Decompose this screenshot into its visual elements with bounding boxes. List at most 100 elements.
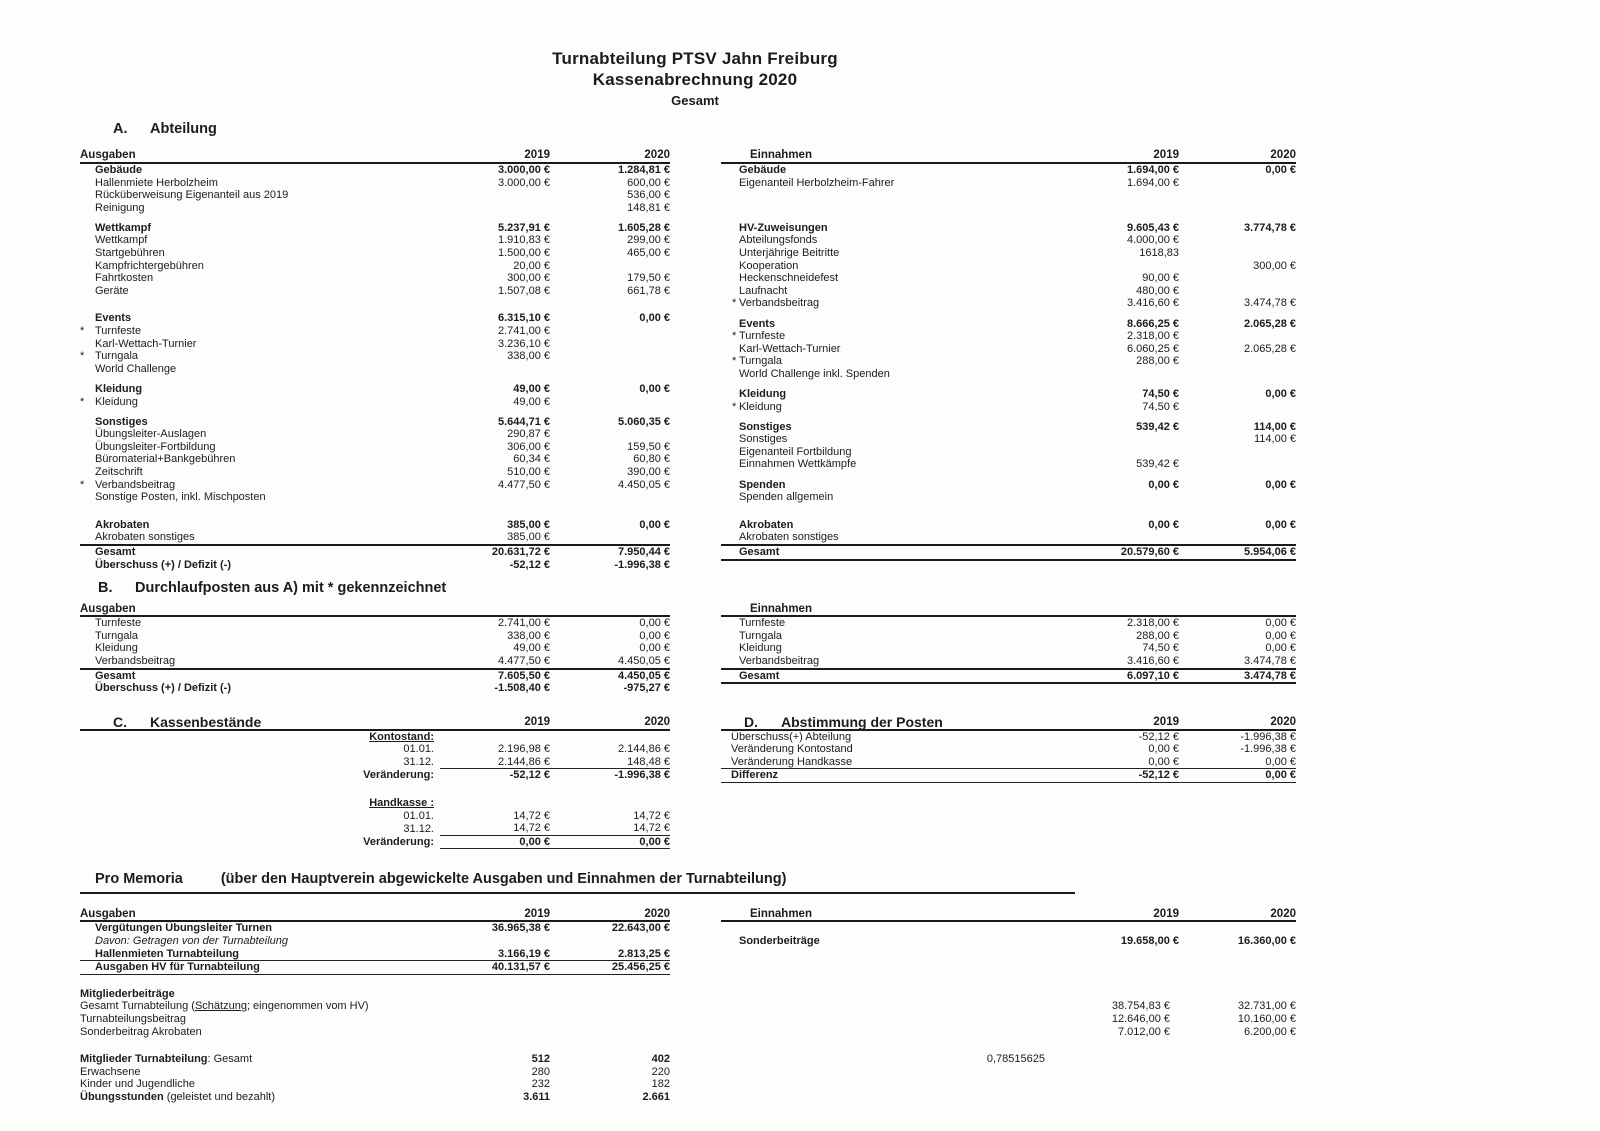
cell-label: Ausgaben HV für Turnabteilung <box>95 960 440 975</box>
cell-v2 <box>1179 491 1296 504</box>
cell-l1 <box>440 988 550 1001</box>
cell-label: Übungsleiter-Fortbildung <box>95 440 216 453</box>
cell-v1: 2.144,86 € <box>440 755 550 770</box>
table-row: Gesamt 7.605,50 €4.450,05 € <box>80 667 670 683</box>
table-row: Ausgaben HV für Turnabteilung 40.131,57 €… <box>80 960 670 975</box>
table-row: Überschuss(+) Abteilung -52,12 € -1.996,38… <box>721 730 1296 744</box>
star-gutter <box>721 616 739 630</box>
cell-v2 <box>1179 355 1296 368</box>
cell-r2 <box>1170 988 1296 1001</box>
spacer-row <box>721 471 1296 479</box>
star-gutter <box>80 466 95 479</box>
star-gutter <box>80 260 95 273</box>
table-row: Gebäude 1.694,00 € 0,00 € <box>721 163 1296 177</box>
cell-v1 <box>440 408 550 416</box>
cell-v2: 114,00 € <box>1253 420 1296 433</box>
cell-v2: 536,00 € <box>627 189 670 202</box>
star-gutter <box>80 935 95 948</box>
cell-v2: 14,72 € <box>633 809 670 822</box>
column-header-2019: 2019 <box>440 903 550 923</box>
cell-v1: 49,00 € <box>513 382 550 395</box>
star-gutter <box>721 368 739 381</box>
cell-v2: 465,00 € <box>627 247 670 260</box>
cell-v1 <box>1066 433 1179 446</box>
cell-label: Differenz <box>721 768 1066 784</box>
table-row: Karl-Wettach-Turnier 6.060,25 € 2.065,28 € <box>721 343 1296 356</box>
cell-l2 <box>550 1013 670 1026</box>
table-row: Gesamt 20.631,72 €7.950,44 € <box>80 543 670 559</box>
cell-label: Einnahmen Wettkämpfe <box>739 458 857 471</box>
cell-r1 <box>1045 988 1170 1001</box>
table-row: Überschuss (+) / Defizit (-) -52,12 € -1.9… <box>80 559 670 572</box>
table-row: Sonstiges 5.644,71 € 5.060,35 € <box>80 416 670 429</box>
table-row: Heckenschneidefest 90,00 € <box>721 272 1296 285</box>
cell-l1 <box>440 1026 550 1039</box>
cell-v1 <box>440 189 550 202</box>
cell-v2: 0,00 € <box>1265 518 1296 531</box>
pro-memoria-tables: Ausgaben 2019 2020 Vergütungen Übungslei… <box>80 903 1298 975</box>
star-gutter <box>80 630 95 643</box>
cell-v1: 3.000,00 € <box>498 176 550 189</box>
cell-l1 <box>440 1046 550 1054</box>
cell-label <box>95 408 440 416</box>
table-row: Turngala 338,00 € 0,00 € <box>80 630 670 643</box>
cell-v1: 49,00 € <box>513 642 550 655</box>
cell-v1 <box>440 297 550 305</box>
table-header-row: Ausgaben <box>80 598 670 618</box>
cell-label <box>95 375 440 383</box>
section-d-letter: D. <box>744 714 758 731</box>
section-c-cash-balances-table: C. Kassenbestände 2019 2020 Kontostand: 01… <box>80 708 670 850</box>
cell-v2 <box>550 375 670 383</box>
cell-v1: 36.965,38 € <box>491 922 550 935</box>
cell-label: Überschuss (+) / Defizit (-) <box>95 558 231 571</box>
cell-v2: 25.456,25 € <box>550 960 670 975</box>
pro-memoria-subtitle: (über den Hauptverein abgewickelte Ausga… <box>220 871 787 888</box>
cell-v1: 1.694,00 € <box>1127 164 1179 176</box>
cell-v1: 3.236,10 € <box>498 337 550 350</box>
cell-v1: -52,12 € <box>1066 768 1179 784</box>
table-row: Turngala 288,00 € 0,00 € <box>721 630 1296 643</box>
cell-v1: -52,12 € <box>509 769 550 782</box>
cell-r1 <box>1045 1046 1170 1054</box>
cell-v2: 4.450,05 € <box>618 654 670 667</box>
cell-v1: 20.579,60 € <box>1066 543 1179 561</box>
label-part: Mitglieder Turnabteilung <box>80 1053 208 1066</box>
cell-v1: 510,00 € <box>507 465 550 478</box>
cell-v1 <box>1066 446 1179 459</box>
table-row: Unterjährige Beitritte 1618,83 <box>721 247 1296 260</box>
cell-v1: 2.318,00 € <box>1127 617 1179 630</box>
cell-v2: 148,48 € <box>550 755 670 770</box>
cell-v2 <box>1179 247 1296 260</box>
cell-v1: 14,72 € <box>513 809 550 822</box>
cell-v2: 0,00 € <box>1265 629 1296 642</box>
cell-label: Erwachsene <box>80 1065 141 1078</box>
cell-v2 <box>550 511 670 519</box>
cell-label <box>739 310 1066 318</box>
cell-label: Geräte <box>95 284 129 297</box>
cell-v1 <box>440 491 550 504</box>
table-row: Sonderbeitrag Akrobaten 7.012,00 € 6.200,0… <box>80 1026 1296 1039</box>
cell-l2: 2.661 <box>642 1090 670 1103</box>
spacer-row <box>721 381 1296 389</box>
star-gutter <box>721 272 739 285</box>
cell-v1: 4.477,50 € <box>498 654 550 667</box>
cell-v2 <box>1179 272 1296 285</box>
cell-v2: 0,00 € <box>550 835 670 850</box>
cell-v1: 338,00 € <box>507 350 550 363</box>
page-title: Turnabteilung PTSV Jahn Freiburg <box>552 49 838 68</box>
cell-v1 <box>440 511 550 519</box>
section-a-tables: Ausgaben 2019 2020 Gebäude 3.000,00 € 1.28… <box>80 145 1298 571</box>
cell-label: Kooperation <box>739 259 799 272</box>
label-part: Gesamt Turnabteilung ( <box>80 1000 195 1013</box>
membership-table: Mitgliederbeiträge Gesamt Turnabteilung (… <box>80 988 1296 1104</box>
cell-v2: 114,00 € <box>1253 433 1296 446</box>
table-row: 31.12. 14,72 €14,72 € <box>80 822 670 836</box>
table-row: Geräte 1.507,08 € 661,78 € <box>80 285 670 298</box>
star-gutter <box>721 642 739 655</box>
table-row: Kleidung 74,50 € 0,00 € <box>721 388 1296 401</box>
section-d-title: Abstimmung der Posten <box>781 714 943 731</box>
cell-v1 <box>440 305 550 313</box>
cell-v1 <box>1066 511 1179 519</box>
cell-label: Sonstiges <box>739 433 788 446</box>
